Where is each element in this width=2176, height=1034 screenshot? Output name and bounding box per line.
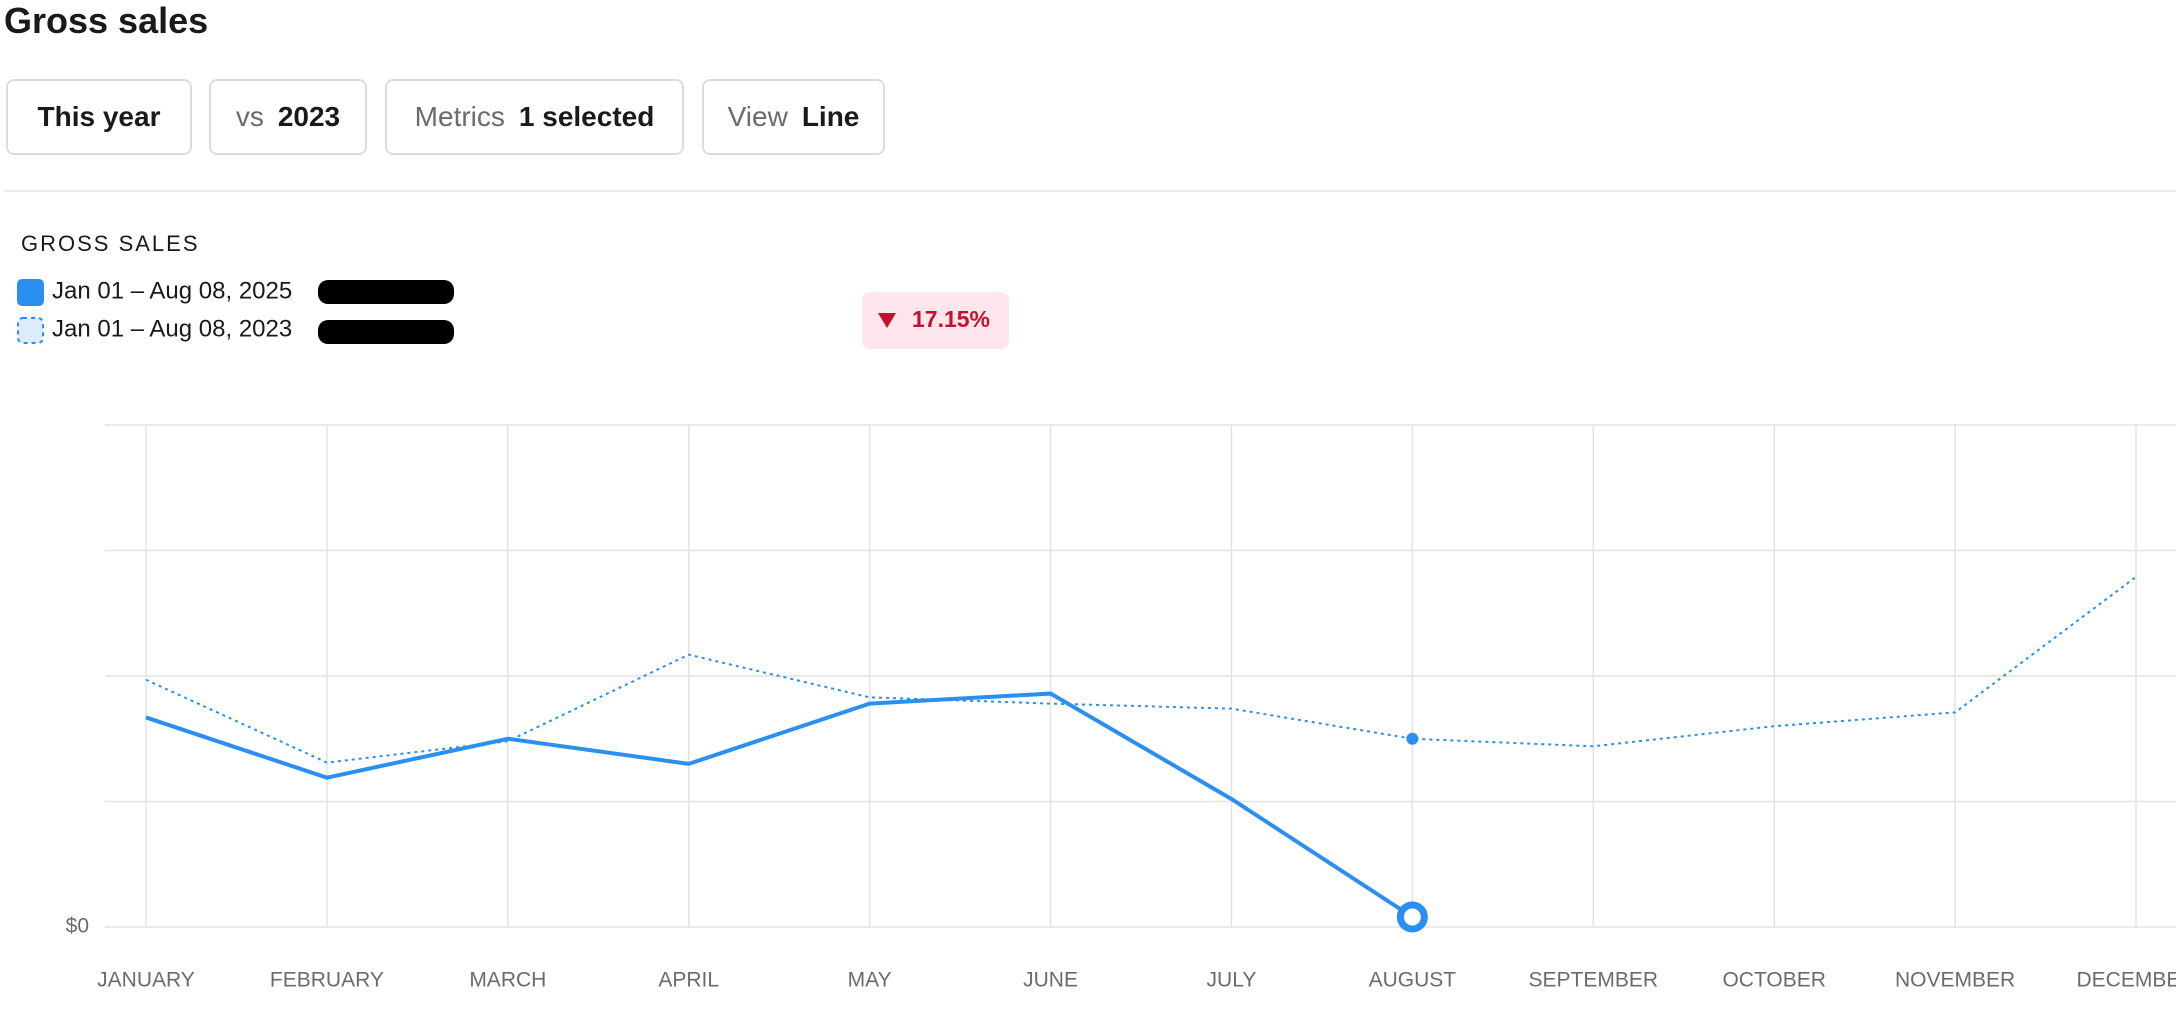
down-arrow bbox=[878, 313, 896, 328]
x-tick-label: AUGUST bbox=[1369, 969, 1457, 992]
chart-title: GROSS SALES bbox=[21, 231, 200, 256]
filter-key: Metrics bbox=[414, 101, 505, 132]
separator bbox=[4, 190, 2176, 192]
legend-label: Jan 01 – Aug 08, 2023 bbox=[52, 315, 292, 342]
x-tick-label: DECEMBER bbox=[2076, 969, 2176, 992]
redacted bbox=[318, 320, 454, 344]
x-tick-label: JUNE bbox=[1023, 969, 1078, 992]
metrics-filter[interactable]: Metrics 1 selected bbox=[385, 79, 684, 155]
change-value: 17.15% bbox=[912, 306, 990, 332]
redacted bbox=[318, 280, 454, 304]
x-tick-label: SEPTEMBER bbox=[1529, 969, 1659, 992]
highlight-point bbox=[1406, 732, 1419, 745]
change-badge bbox=[862, 292, 1009, 349]
compare-filter[interactable]: vs 2023 bbox=[209, 79, 367, 155]
view-filter[interactable]: View Line bbox=[702, 79, 885, 155]
x-tick-label: MAY bbox=[848, 969, 892, 992]
series-line bbox=[145, 691, 1414, 919]
x-tick-label: JANUARY bbox=[97, 969, 195, 992]
x-tick-label: FEBRUARY bbox=[270, 969, 384, 992]
x-tick-label: NOVEMBER bbox=[1895, 969, 2015, 992]
x-tick-label: APRIL bbox=[658, 969, 719, 992]
page-title: Gross sales bbox=[4, 0, 209, 41]
date-filter[interactable]: This year bbox=[6, 79, 192, 155]
filter-value: Line bbox=[801, 101, 860, 132]
legend-label: Jan 01 – Aug 08, 2025 bbox=[52, 277, 292, 304]
filter-value: 2023 bbox=[277, 101, 341, 132]
series-line bbox=[145, 576, 2137, 764]
x-tick-label: JULY bbox=[1207, 969, 1257, 992]
x-tick-label: OCTOBER bbox=[1722, 969, 1825, 992]
legend-swatch bbox=[17, 279, 44, 306]
filter-key: vs bbox=[235, 101, 264, 132]
x-tick-label: MARCH bbox=[469, 969, 546, 992]
legend-swatch bbox=[17, 317, 44, 344]
filter-value: This year bbox=[37, 101, 161, 132]
filter-value: 1 selected bbox=[518, 101, 655, 132]
filter-key: View bbox=[727, 101, 788, 132]
highlight-point bbox=[1396, 901, 1428, 933]
y-tick-label: $0 bbox=[66, 915, 89, 938]
